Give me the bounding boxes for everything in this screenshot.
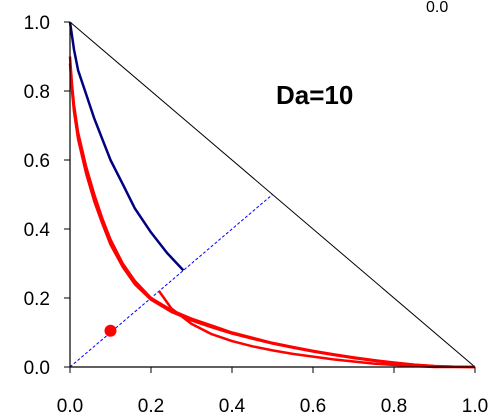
x-tick-label: 0.6 (300, 396, 326, 416)
y-tick-label: 0.0 (24, 358, 50, 379)
x-tick-label: 0.4 (219, 396, 246, 416)
x-tick-label: 1.0 (462, 396, 488, 416)
series-line-3 (68, 56, 476, 369)
y-tick-label: 0.8 (24, 82, 50, 103)
series-line-4 (68, 63, 476, 369)
y-tick-label: 0.6 (24, 151, 50, 172)
y-tick-label: 0.4 (24, 220, 51, 241)
series-line-5 (158, 290, 475, 369)
series-line-2 (68, 21, 185, 272)
series-line-1 (69, 194, 273, 368)
x-tick-label: 0.0 (57, 396, 83, 416)
y-tick-label: 0.2 (24, 289, 50, 310)
data-point-0 (104, 324, 117, 337)
corner-label: 0.0 (426, 0, 448, 16)
x-tick-label: 0.2 (138, 396, 164, 416)
x-tick-label: 0.8 (381, 396, 407, 416)
chart-annotation: Da=10 (276, 80, 353, 110)
y-tick-label: 1.0 (24, 13, 50, 34)
